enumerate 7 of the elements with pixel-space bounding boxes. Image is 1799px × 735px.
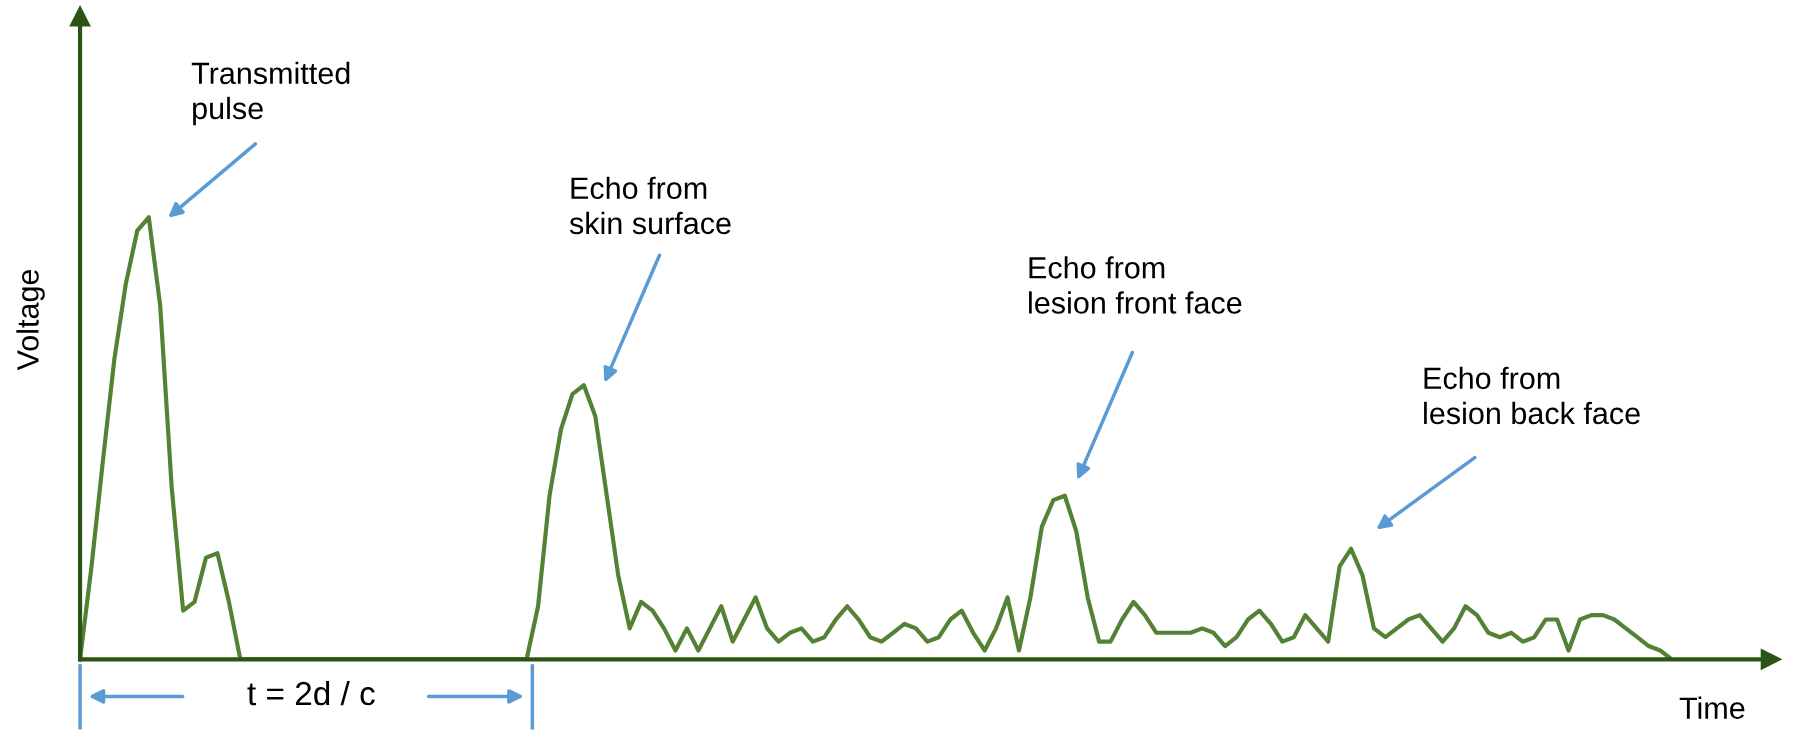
text: Transmitted pulse [191,61,350,126]
annotation: Echo from lesion front face [1029,256,1242,314]
annotation: Echo from skin surface [569,176,731,235]
text: t = 2d / c [247,680,375,706]
x-axis-title: Time [1679,696,1745,719]
y-axis-title: Voltage [16,269,45,371]
annotation: Echo from lesion back face [1424,366,1640,425]
